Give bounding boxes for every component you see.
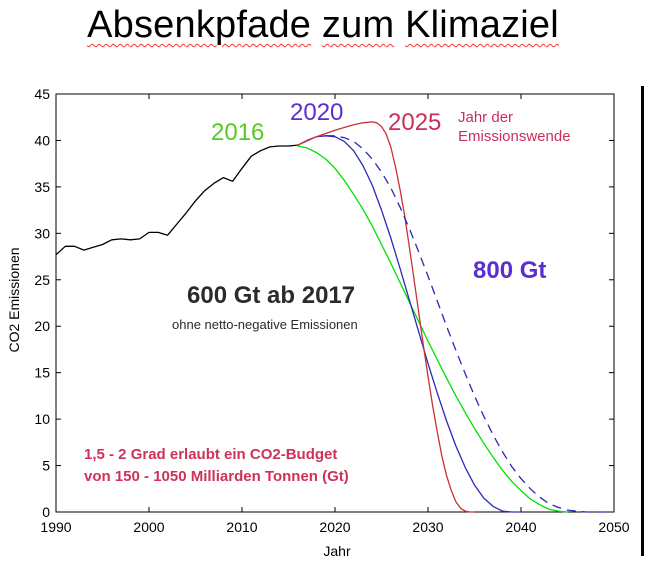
y-tick-label: 5 [42, 458, 50, 474]
series-line-s800 [325, 135, 614, 513]
title-word-3: Klimaziel [405, 4, 559, 46]
label-2025: 2025 [388, 109, 441, 136]
x-tick-label: 2020 [319, 519, 350, 535]
x-tick-label: 2030 [412, 519, 443, 535]
y-tick-label: 25 [34, 272, 50, 288]
x-tick-label: 2000 [133, 519, 164, 535]
x-tick-label: 2050 [598, 519, 629, 535]
x-tick-label: 2010 [226, 519, 257, 535]
x-axis-ticks: 1990 2000 2010 2020 2030 2040 2050 [40, 94, 630, 535]
series-layer [55, 121, 614, 513]
title-word-1: Absenkpfade [87, 4, 312, 46]
series-line-historical [55, 144, 298, 256]
series-line-s2020 [297, 135, 521, 513]
y-tick-label: 35 [34, 179, 50, 195]
label-600-gt-sub: ohne netto-negative Emissionen [172, 317, 358, 332]
budget-note-line-2: von 150 - 1050 Milliarden Tonnen (Gt) [84, 468, 349, 485]
x-tick-label: 2040 [505, 519, 536, 535]
y-tick-label: 45 [34, 86, 50, 102]
series-line-s2016 [297, 145, 568, 513]
y-tick-label: 20 [34, 318, 50, 334]
label-emissionswende: Emissionswende [458, 128, 571, 145]
label-800-gt: 800 Gt [473, 257, 546, 284]
budget-note-line-1: 1,5 - 2 Grad erlaubt ein CO2-Budget [84, 446, 337, 463]
y-tick-label: 30 [34, 225, 50, 241]
series-line-s2025 [297, 121, 475, 513]
y-tick-label: 15 [34, 365, 50, 381]
label-2020: 2020 [290, 99, 343, 126]
y-tick-label: 10 [34, 411, 50, 427]
right-border-line [641, 86, 644, 556]
title-word-2: zum [321, 4, 395, 46]
label-jahr-der: Jahr der [458, 109, 513, 126]
label-600-gt: 600 Gt ab 2017 [187, 282, 355, 309]
x-tick-label: 1990 [40, 519, 71, 535]
page-title: Absenkpfade zum Klimaziel [0, 4, 646, 47]
y-axis-label: CO2 Emissionen [6, 247, 22, 352]
y-tick-label: 0 [42, 504, 50, 520]
label-2016: 2016 [211, 119, 264, 146]
x-axis-label: Jahr [323, 543, 351, 559]
y-tick-label: 40 [34, 132, 50, 148]
